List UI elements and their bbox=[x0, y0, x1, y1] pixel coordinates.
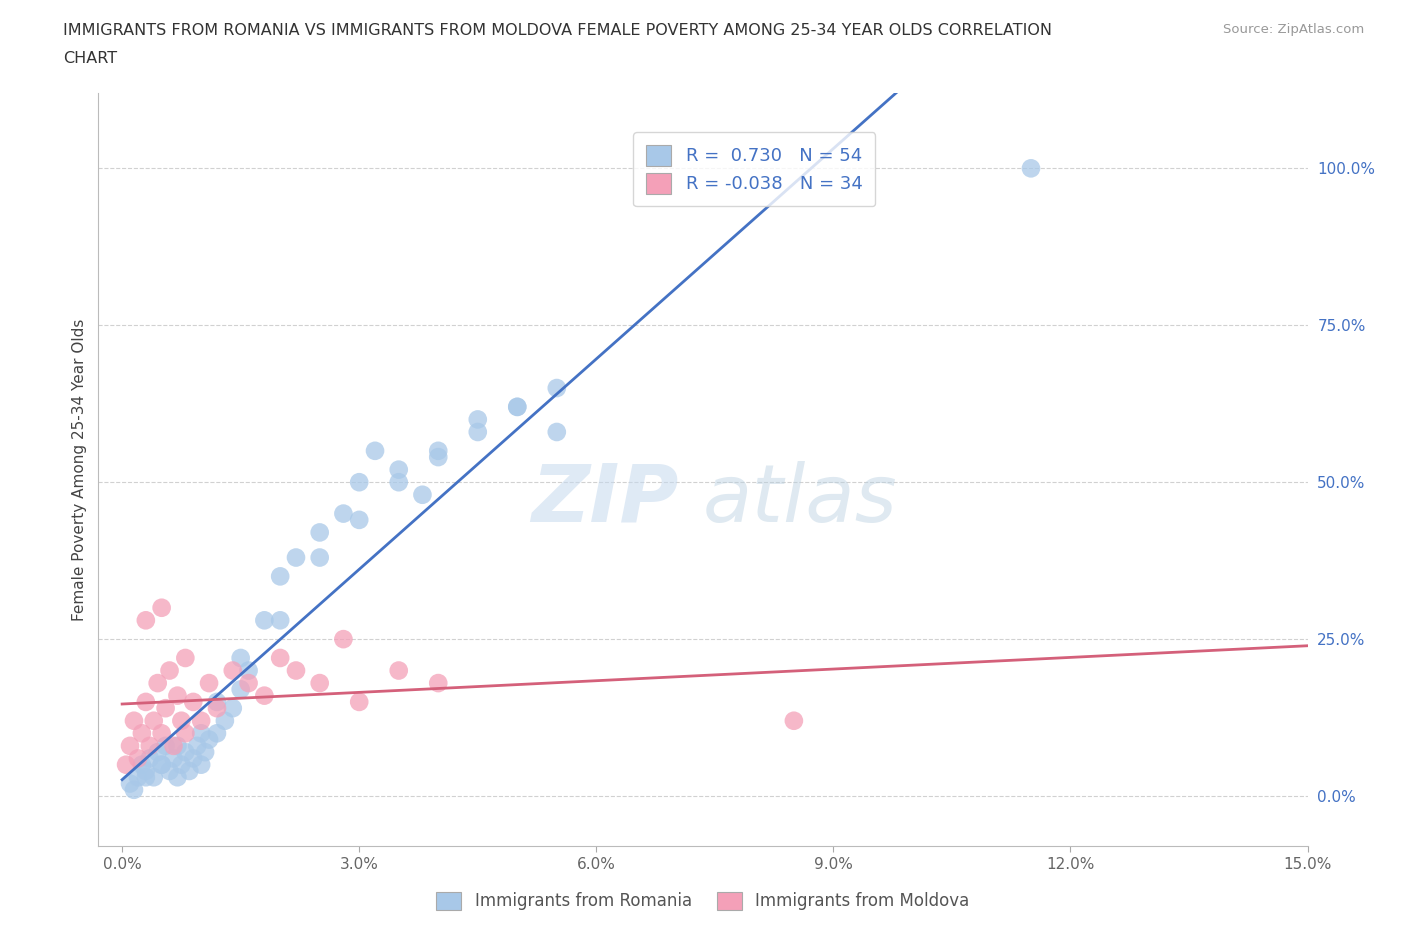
Point bbox=[194, 745, 217, 760]
Legend: R =  0.730   N = 54, R = -0.038   N = 34: R = 0.730 N = 54, R = -0.038 N = 34 bbox=[634, 132, 876, 206]
Point bbox=[783, 713, 806, 728]
Point bbox=[127, 751, 149, 766]
Point bbox=[253, 613, 276, 628]
Point bbox=[332, 506, 354, 521]
Point bbox=[166, 738, 188, 753]
Point bbox=[118, 738, 141, 753]
Text: CHART: CHART bbox=[63, 51, 117, 66]
Point bbox=[253, 688, 276, 703]
Point bbox=[166, 688, 188, 703]
Point bbox=[179, 764, 201, 778]
Point bbox=[150, 757, 173, 772]
Point bbox=[131, 757, 153, 772]
Point bbox=[174, 745, 197, 760]
Point bbox=[142, 770, 165, 785]
Point bbox=[155, 738, 177, 753]
Point bbox=[1019, 161, 1042, 176]
Point bbox=[115, 757, 138, 772]
Point bbox=[190, 757, 212, 772]
Point bbox=[546, 380, 568, 395]
Point bbox=[186, 738, 208, 753]
Point bbox=[139, 751, 162, 766]
Point bbox=[190, 726, 212, 741]
Point bbox=[122, 713, 145, 728]
Point bbox=[162, 751, 184, 766]
Point bbox=[155, 701, 177, 716]
Point bbox=[411, 487, 433, 502]
Point bbox=[285, 551, 308, 565]
Point bbox=[388, 663, 411, 678]
Point bbox=[150, 757, 173, 772]
Point bbox=[146, 675, 169, 690]
Point bbox=[122, 782, 145, 797]
Point bbox=[467, 412, 489, 427]
Point bbox=[546, 424, 568, 440]
Point bbox=[135, 770, 157, 785]
Text: ZIP: ZIP bbox=[531, 460, 679, 538]
Point bbox=[467, 424, 489, 440]
Point bbox=[159, 663, 181, 678]
Point bbox=[181, 751, 204, 766]
Point bbox=[427, 675, 450, 690]
Point bbox=[170, 757, 193, 772]
Point bbox=[506, 400, 529, 415]
Text: atlas: atlas bbox=[703, 460, 898, 538]
Text: Source: ZipAtlas.com: Source: ZipAtlas.com bbox=[1223, 23, 1364, 36]
Point bbox=[166, 770, 188, 785]
Point bbox=[269, 651, 291, 666]
Point bbox=[181, 695, 204, 710]
Point bbox=[347, 695, 370, 710]
Point bbox=[229, 651, 252, 666]
Point bbox=[150, 601, 173, 616]
Point bbox=[135, 695, 157, 710]
Point bbox=[308, 675, 330, 690]
Point bbox=[427, 450, 450, 465]
Point bbox=[214, 713, 236, 728]
Point bbox=[162, 738, 184, 753]
Point bbox=[198, 675, 221, 690]
Point bbox=[205, 695, 228, 710]
Point bbox=[506, 400, 529, 415]
Point bbox=[205, 726, 228, 741]
Text: IMMIGRANTS FROM ROMANIA VS IMMIGRANTS FROM MOLDOVA FEMALE POVERTY AMONG 25-34 YE: IMMIGRANTS FROM ROMANIA VS IMMIGRANTS FR… bbox=[63, 23, 1052, 38]
Point bbox=[269, 569, 291, 584]
Point bbox=[427, 444, 450, 458]
Point bbox=[229, 682, 252, 697]
Point bbox=[347, 474, 370, 489]
Point bbox=[135, 613, 157, 628]
Point bbox=[205, 701, 228, 716]
Point bbox=[285, 663, 308, 678]
Point bbox=[222, 663, 245, 678]
Point bbox=[190, 713, 212, 728]
Point bbox=[150, 726, 173, 741]
Point bbox=[388, 462, 411, 477]
Point bbox=[364, 444, 387, 458]
Point bbox=[146, 745, 169, 760]
Point bbox=[238, 663, 260, 678]
Point bbox=[388, 474, 411, 489]
Point bbox=[127, 770, 149, 785]
Point bbox=[308, 551, 330, 565]
Point bbox=[139, 738, 162, 753]
Point bbox=[135, 764, 157, 778]
Y-axis label: Female Poverty Among 25-34 Year Olds: Female Poverty Among 25-34 Year Olds bbox=[72, 318, 87, 621]
Point bbox=[308, 525, 330, 539]
Point bbox=[269, 613, 291, 628]
Point bbox=[118, 776, 141, 790]
Point bbox=[142, 713, 165, 728]
Point bbox=[332, 631, 354, 646]
Point bbox=[198, 732, 221, 747]
Point bbox=[131, 726, 153, 741]
Point bbox=[174, 651, 197, 666]
Point bbox=[174, 726, 197, 741]
Legend: Immigrants from Romania, Immigrants from Moldova: Immigrants from Romania, Immigrants from… bbox=[430, 885, 976, 917]
Point bbox=[222, 701, 245, 716]
Point bbox=[159, 764, 181, 778]
Point bbox=[238, 675, 260, 690]
Point bbox=[347, 512, 370, 527]
Point bbox=[170, 713, 193, 728]
